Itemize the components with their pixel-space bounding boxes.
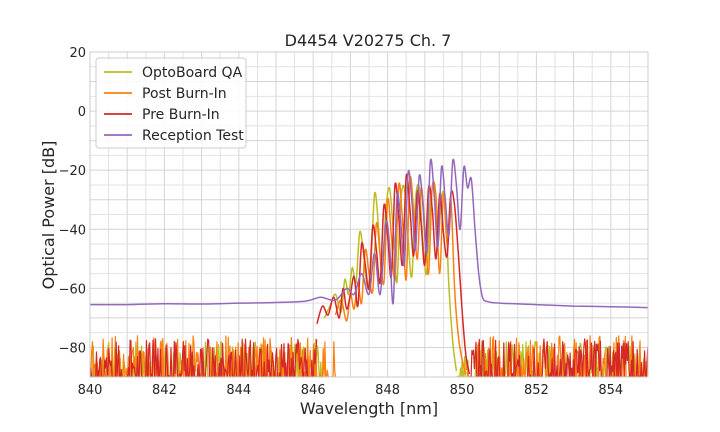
legend-label-0: OptoBoard QA [142,65,243,81]
y-tick-label: −60 [59,282,86,297]
series-group [90,158,648,377]
x-tick-label: 848 [375,383,400,398]
series-noise-2 [469,338,648,377]
tick-labels: 840 842 844 846 848 850 852 854 20 0 −20 −40 −60 −80 [59,46,624,398]
y-axis-label: Optical Power [dB] [39,141,58,290]
series-line-3 [90,158,648,309]
legend: OptoBoard QA Post Burn-In Pre Burn-In Recep… [95,57,247,149]
x-tick-label: 844 [226,383,251,398]
y-tick-label: 0 [78,105,86,120]
x-tick-label: 852 [524,383,549,398]
x-tick-label: 854 [598,383,623,398]
x-axis-label: Wavelength [nm] [300,399,438,418]
chart-title: D4454 V20275 Ch. 7 [285,31,452,50]
x-tick-label: 840 [78,383,103,398]
legend-label-3: Reception Test [142,128,244,144]
x-tick-label: 842 [152,383,177,398]
legend-box [95,57,247,149]
x-tick-label: 850 [450,383,475,398]
series-noise-2 [90,338,318,377]
y-tick-label: −20 [59,164,86,179]
y-tick-label: 20 [69,46,86,61]
x-tick-label: 846 [301,383,326,398]
legend-label-1: Post Burn-In [142,86,227,102]
y-tick-label: −40 [59,223,86,238]
y-tick-label: −80 [59,341,86,356]
legend-label-2: Pre Burn-In [142,107,220,123]
plot-frame [89,51,649,378]
